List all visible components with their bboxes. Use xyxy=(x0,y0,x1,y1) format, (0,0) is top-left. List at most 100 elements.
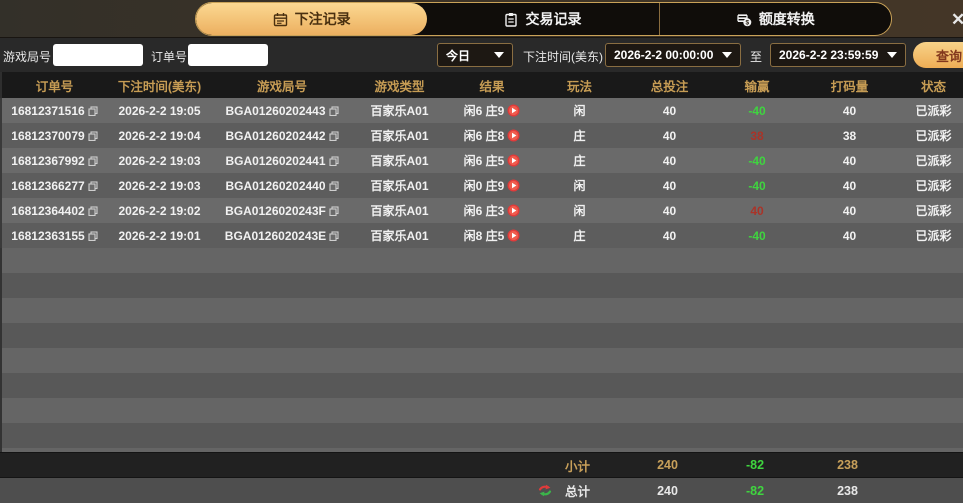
total-bet-cell: 40 xyxy=(662,228,677,243)
copy-icon[interactable] xyxy=(329,205,339,216)
play-type-cell: 闲 xyxy=(573,204,586,218)
rolling-cell: 38 xyxy=(842,128,857,143)
play-icon[interactable] xyxy=(507,129,520,142)
tabs-container: 下注记录 交易记录 $ 额度转换 xyxy=(195,2,892,36)
total-bet: 240 xyxy=(657,483,678,498)
play-icon[interactable] xyxy=(507,179,520,192)
status-cell: 已派彩 xyxy=(915,104,952,118)
table-row[interactable]: 16812366277 2026-2-2 19:03 BGA0126020244… xyxy=(0,173,963,198)
total-bet-cell: 40 xyxy=(662,128,677,143)
col-result: 结果 xyxy=(479,79,505,94)
col-play-type: 玩法 xyxy=(566,79,592,94)
play-icon[interactable] xyxy=(507,154,520,167)
order-no-cell: 16812370079 xyxy=(2,129,107,143)
total-bet-cell: 40 xyxy=(662,178,677,193)
order-no-cell: 16812363155 xyxy=(2,229,107,243)
table-row[interactable]: 16812367992 2026-2-2 19:03 BGA0126020244… xyxy=(0,148,963,173)
copy-icon[interactable] xyxy=(88,180,98,191)
win-loss-cell: 40 xyxy=(750,203,764,218)
order-no-cell: 16812364402 xyxy=(2,204,107,218)
total-bet-cell: 40 xyxy=(662,153,677,168)
copy-icon[interactable] xyxy=(328,130,339,141)
total-winloss: -82 xyxy=(745,483,765,498)
result-cell: 闲8 庄5 xyxy=(447,227,537,244)
game-round-cell: BGA01260202440 xyxy=(212,179,352,193)
chevron-down-icon xyxy=(887,52,897,58)
order-no-label: 订单号 xyxy=(151,50,188,64)
start-time-select[interactable]: 2026-2-2 00:00:00 xyxy=(605,43,741,67)
result-cell: 闲6 庄8 xyxy=(447,127,537,144)
copy-icon[interactable] xyxy=(328,105,339,116)
game-round-input[interactable] xyxy=(53,44,143,66)
table-row[interactable]: 16812370079 2026-2-2 19:04 BGA0126020244… xyxy=(0,123,963,148)
subtotal-label: 小计 xyxy=(564,459,590,474)
bet-time-cell: 2026-2-2 19:05 xyxy=(118,103,201,118)
status-cell: 已派彩 xyxy=(915,204,952,218)
status-cell: 已派彩 xyxy=(915,229,952,243)
total-row: 总计 240 -82 238 xyxy=(0,478,963,503)
refresh-icon[interactable] xyxy=(537,483,553,498)
tab-label: 交易记录 xyxy=(525,11,582,27)
order-no-cell: 16812371516 xyxy=(2,104,107,118)
col-rolling: 打码量 xyxy=(830,79,869,94)
tab-bet-records[interactable]: 下注记录 xyxy=(196,3,428,35)
status-cell: 已派彩 xyxy=(915,179,952,193)
search-button[interactable]: 查询 xyxy=(913,42,963,68)
copy-icon[interactable] xyxy=(88,205,98,216)
copy-icon[interactable] xyxy=(328,155,339,166)
tab-label: 下注记录 xyxy=(294,11,351,27)
subtotal-rolling: 238 xyxy=(837,458,858,472)
win-loss-cell: -40 xyxy=(748,228,766,243)
close-icon[interactable]: ✕ xyxy=(951,10,963,29)
date-range-select[interactable]: 今日 xyxy=(437,43,513,67)
total-label: 总计 xyxy=(564,485,590,499)
tab-transaction-records[interactable]: 交易记录 xyxy=(427,3,658,35)
copy-icon[interactable] xyxy=(328,180,339,191)
total-bet-cell: 40 xyxy=(662,203,677,218)
table-row[interactable]: 16812364402 2026-2-2 19:02 BGA0126020243… xyxy=(0,198,963,223)
game-type-cell: 百家乐A01 xyxy=(370,154,429,168)
copy-icon[interactable] xyxy=(88,230,98,241)
table-row[interactable]: 16812363155 2026-2-2 19:01 BGA0126020243… xyxy=(0,223,963,248)
play-icon[interactable] xyxy=(507,104,520,117)
play-type-cell: 庄 xyxy=(573,129,586,143)
copy-icon[interactable] xyxy=(88,130,98,141)
date-range-value: 今日 xyxy=(446,48,471,63)
win-loss-cell: -40 xyxy=(748,103,766,118)
copy-icon[interactable] xyxy=(88,105,98,116)
order-no-input[interactable] xyxy=(188,44,268,66)
subtotal-bet: 240 xyxy=(657,458,678,472)
order-no-cell: 16812367992 xyxy=(2,154,107,168)
copy-icon[interactable] xyxy=(329,230,339,241)
rolling-cell: 40 xyxy=(842,228,857,243)
col-game-type: 游戏类型 xyxy=(374,79,425,94)
tab-label: 额度转换 xyxy=(758,11,815,27)
end-time-select[interactable]: 2026-2-2 23:59:59 xyxy=(770,43,906,67)
filter-bar: 游戏局号 订单号 今日 下注时间(美东) 2026-2-2 00:00:00 至… xyxy=(0,38,963,72)
play-type-cell: 闲 xyxy=(573,104,586,118)
result-cell: 闲6 庄3 xyxy=(447,202,537,219)
copy-icon[interactable] xyxy=(88,155,98,166)
win-loss-cell: -40 xyxy=(748,178,766,193)
table-row[interactable]: 16812371516 2026-2-2 19:05 BGA0126020244… xyxy=(0,98,963,123)
result-cell: 闲6 庄5 xyxy=(447,152,537,169)
subtotal-row: 小计 240 -82 238 xyxy=(0,452,963,478)
total-bet-cell: 40 xyxy=(662,103,677,118)
coins-icon: $ xyxy=(737,13,752,26)
table-header: 订单号 下注时间(美东) 游戏局号 游戏类型 结果 玩法 总投注 输赢 打码量 … xyxy=(0,72,963,98)
play-icon[interactable] xyxy=(507,229,520,242)
bet-time-cell: 2026-2-2 19:02 xyxy=(118,203,201,218)
bet-time-cell: 2026-2-2 19:01 xyxy=(118,228,201,243)
tab-quota-conversion[interactable]: $ 额度转换 xyxy=(658,3,891,35)
col-order-no: 订单号 xyxy=(35,79,74,94)
top-tab-bar: 下注记录 交易记录 $ 额度转换 ✕ xyxy=(0,0,963,38)
result-cell: 闲6 庄9 xyxy=(447,102,537,119)
svg-text:$: $ xyxy=(745,19,749,26)
play-icon[interactable] xyxy=(507,204,520,217)
status-cell: 已派彩 xyxy=(915,154,952,168)
game-round-cell: BGA0126020243F xyxy=(212,204,352,218)
result-cell: 闲0 庄9 xyxy=(447,177,537,194)
bet-time-cell: 2026-2-2 19:03 xyxy=(118,153,201,168)
play-type-cell: 庄 xyxy=(573,229,586,243)
